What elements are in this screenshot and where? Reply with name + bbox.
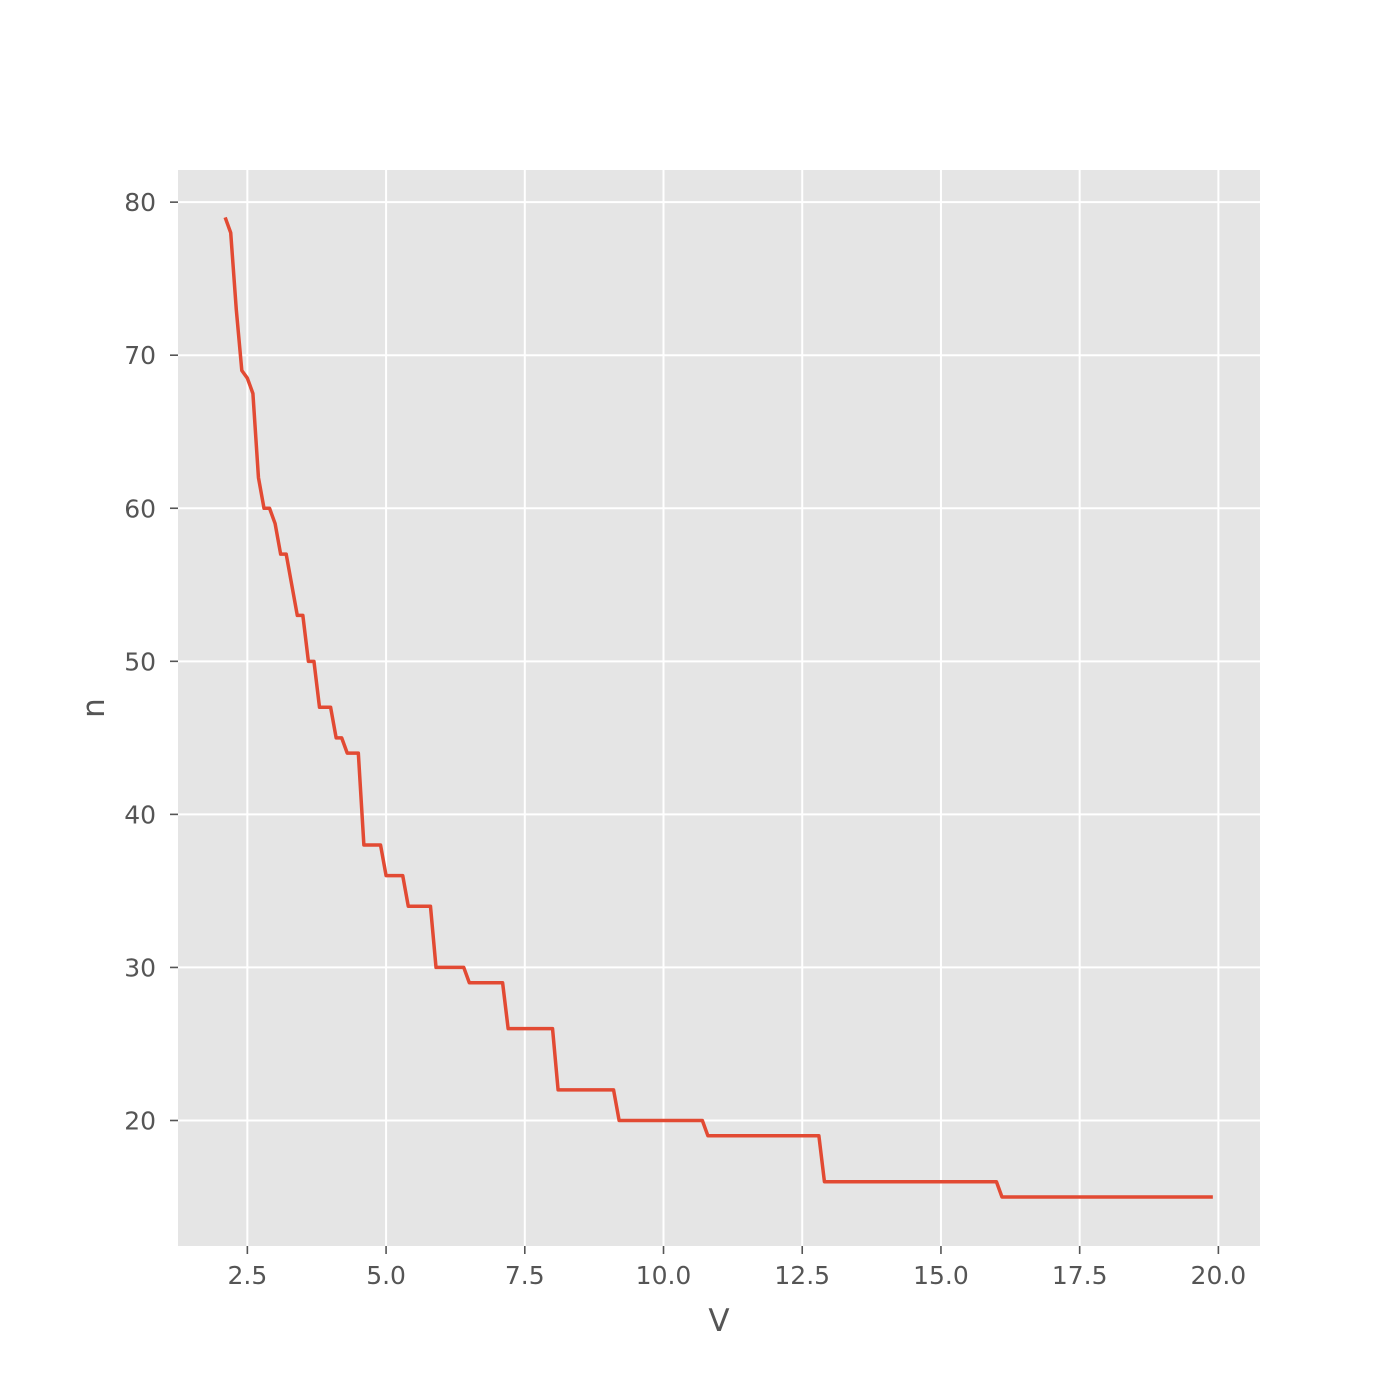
x-tick-label: 5.0 (366, 1261, 406, 1290)
y-tick-label: 60 (124, 494, 156, 523)
y-tick-label: 30 (124, 953, 156, 982)
x-tick-label: 10.0 (636, 1261, 692, 1290)
y-tick-label: 20 (124, 1106, 156, 1135)
y-tick-label: 70 (124, 341, 156, 370)
y-tick-label: 40 (124, 800, 156, 829)
gridlines (178, 170, 1260, 1246)
x-tick-label: 12.5 (774, 1261, 830, 1290)
x-tick-label: 2.5 (227, 1261, 267, 1290)
x-tick-label: 17.5 (1052, 1261, 1108, 1290)
axis-ticks: 2.5 5.0 7.5 10.0 12.5 15.0 17.5 20.0 20 30 40 50 60 7… (124, 188, 1246, 1290)
series-line (223, 216, 1213, 1199)
x-tick-label: 20.0 (1191, 1261, 1247, 1290)
y-axis-label: n (76, 698, 112, 718)
plot-area (178, 170, 1260, 1246)
x-tick-label: 7.5 (505, 1261, 545, 1290)
y-tick-label: 50 (124, 647, 156, 676)
series-layer (223, 216, 1213, 1199)
x-axis-label: V (708, 1303, 729, 1339)
y-tick-label: 80 (124, 188, 156, 217)
x-tick-label: 15.0 (913, 1261, 969, 1290)
